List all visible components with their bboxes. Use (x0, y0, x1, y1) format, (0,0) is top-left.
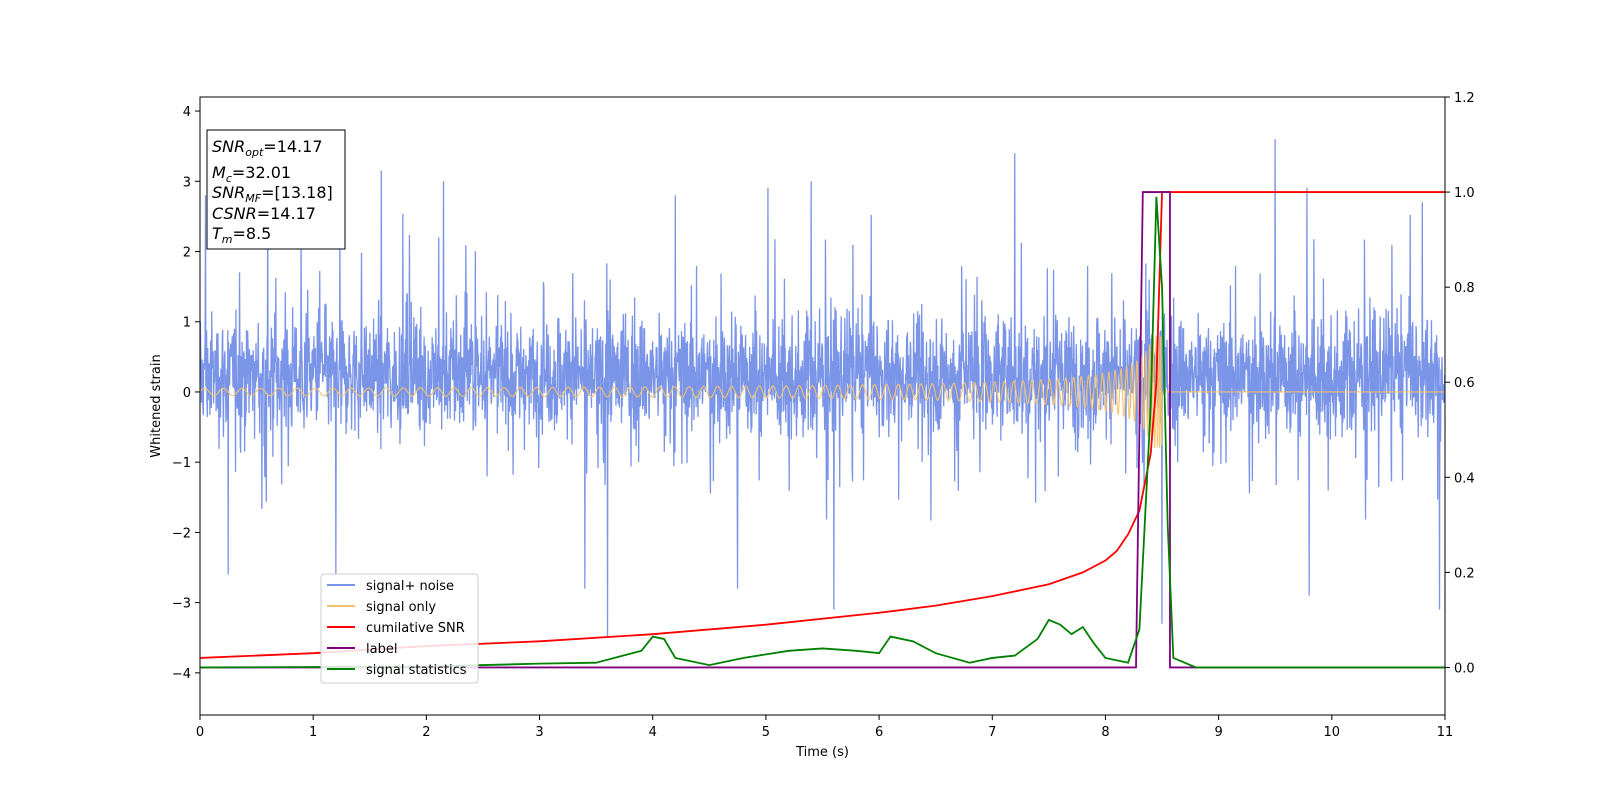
info-value: =14.17 (263, 137, 322, 156)
y-right-tick-label: 0.6 (1454, 376, 1475, 391)
x-tick-label: 8 (1101, 725, 1109, 740)
legend-label-cumulative-snr: cumilative SNR (366, 621, 465, 636)
series-signal-noise (200, 139, 1445, 638)
legend-label-signal-statistics: signal statistics (366, 663, 467, 678)
legend-frame (320, 573, 479, 684)
info-subscript: opt (245, 146, 264, 159)
x-tick-label: 7 (988, 725, 996, 740)
legend-label-signal-only: signal only (366, 600, 436, 615)
y-axis-right: 1.2 1.0 0.8 0.6 0.4 0.2 0.0 (1445, 91, 1475, 676)
x-tick-label: 1 (309, 725, 317, 740)
x-tick-label: 9 (1214, 725, 1222, 740)
series-signal-statistics (200, 196, 1445, 669)
y-right-tick-label: 1.2 (1454, 91, 1475, 106)
x-tick-label: 2 (422, 725, 430, 740)
x-axis-label: Time (s) (795, 745, 849, 760)
x-tick-label: 11 (1437, 725, 1454, 740)
axes-frame (199, 96, 1446, 716)
y-right-tick-label: 0.8 (1454, 281, 1475, 296)
x-tick-label: 6 (875, 725, 883, 740)
y-right-tick-label: 0.4 (1454, 471, 1475, 486)
x-tick-label: 0 (196, 725, 204, 740)
legend: signal+ noise signal only cumilative SNR la… (320, 573, 479, 684)
y-left-tick-label: 0 (183, 386, 191, 401)
y-right-tick-label: 0.2 (1454, 566, 1475, 581)
info-box: SNRopt=14.17Mc=32.01SNRMF=[13.18]CSNR=14… (206, 129, 346, 250)
x-tick-label: 10 (1324, 725, 1341, 740)
info-box-frame (206, 129, 346, 250)
y-axis-left: 4 3 2 1 0 −1 −2 −3 −4 Whitened strain (149, 105, 200, 682)
info-symbol: SNR (212, 183, 245, 202)
info-subscript: m (222, 233, 233, 246)
y-right-tick-label: 0.0 (1454, 661, 1475, 676)
info-value: =[13.18] (261, 183, 333, 202)
info-subscript: MF (245, 192, 261, 205)
info-value: =32.01 (232, 163, 291, 182)
series-cumulative-snr (200, 191, 1445, 659)
y-left-tick-label: 3 (183, 175, 191, 190)
info-line-mc: Mc=32.01 (212, 163, 291, 185)
info-line-csnr: CSNR=14.17 (212, 204, 316, 223)
y-left-tick-label: −4 (172, 667, 191, 682)
series-signal-only (200, 335, 1445, 449)
y-axis-label: Whitened strain (149, 354, 164, 457)
info-value: =14.17 (257, 204, 316, 223)
info-symbol: T (212, 224, 223, 243)
y-left-tick-label: −1 (172, 456, 191, 471)
info-symbol: SNR (212, 137, 245, 156)
y-left-tick-label: 2 (183, 246, 191, 261)
x-axis: 0 1 2 3 4 5 6 7 8 9 10 11 Time (s) (196, 715, 1453, 760)
x-tick-label: 5 (762, 725, 770, 740)
info-symbol: M (212, 163, 226, 182)
info-line-snr_mf: SNRMF=[13.18] (212, 183, 333, 205)
legend-label-signal-noise: signal+ noise (366, 579, 454, 594)
plot-area (200, 139, 1445, 669)
x-tick-label: 3 (535, 725, 543, 740)
info-symbol: CSNR (212, 204, 257, 223)
y-left-tick-label: 1 (183, 316, 191, 331)
y-right-tick-label: 1.0 (1454, 186, 1475, 201)
legend-label-label: label (366, 642, 397, 657)
x-tick-label: 4 (649, 725, 657, 740)
info-line-tm: Tm=8.5 (212, 224, 271, 246)
info-subscript: c (226, 172, 232, 185)
y-left-tick-label: −3 (172, 597, 191, 612)
info-line-snr_opt: SNRopt=14.17 (212, 137, 323, 159)
y-left-tick-label: −2 (172, 526, 191, 541)
y-left-tick-label: 4 (183, 105, 191, 120)
info-value: =8.5 (233, 224, 272, 243)
